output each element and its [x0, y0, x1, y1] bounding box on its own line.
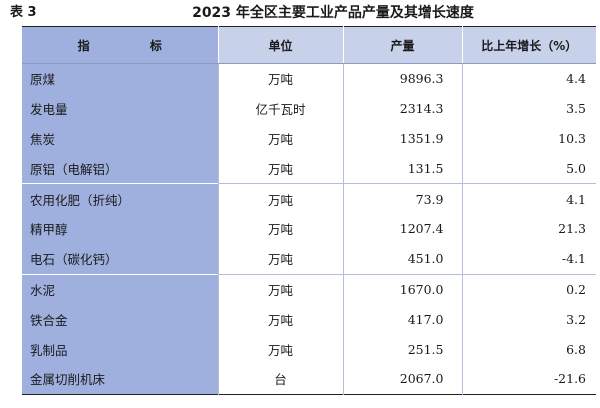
row-name: 焦炭: [22, 123, 218, 154]
row-growth: 4.1: [461, 183, 596, 214]
row-name: 原煤: [22, 63, 218, 94]
table-row: 电石（碳化钙） 万吨 451.0 -4.1: [22, 243, 596, 275]
row-name: 发电量: [22, 93, 218, 124]
industrial-output-table: 指 标 单位 产量 比上年增长（%） 原煤 万吨 9896.3 4.4 发电量 …: [22, 26, 596, 395]
row-unit: 万吨: [217, 334, 343, 364]
row-growth: -4.1: [461, 243, 596, 275]
header-output: 产量: [342, 26, 462, 64]
row-output: 251.5: [342, 334, 462, 364]
table-caption: 表 3 2023 年全区主要工业产品产量及其增长速度: [10, 4, 596, 24]
row-output: 2067.0: [342, 363, 462, 395]
table-row: 原铝（电解铝） 万吨 131.5 5.0: [22, 153, 596, 184]
row-output: 1351.9: [342, 123, 462, 154]
row-growth: 3.5: [461, 93, 596, 124]
table-row: 原煤 万吨 9896.3 4.4: [22, 63, 596, 94]
row-growth: 5.0: [461, 153, 596, 184]
table-row: 农用化肥（折纯） 万吨 73.9 4.1: [22, 183, 596, 214]
row-growth: 10.3: [461, 123, 596, 154]
table-row: 焦炭 万吨 1351.9 10.3: [22, 123, 596, 154]
row-output: 417.0: [342, 304, 462, 335]
header-growth: 比上年增长（%）: [461, 26, 596, 64]
row-unit: 万吨: [217, 273, 343, 305]
row-unit: 万吨: [217, 153, 343, 184]
row-unit: 台: [217, 363, 343, 395]
row-unit: 亿千瓦时: [217, 93, 343, 124]
row-output: 131.5: [342, 153, 462, 184]
row-output: 451.0: [342, 243, 462, 275]
row-growth: -21.6: [461, 363, 596, 395]
row-growth: 0.2: [461, 273, 596, 305]
row-output: 73.9: [342, 183, 462, 214]
row-unit: 万吨: [217, 63, 343, 94]
header-indicator: 指 标: [22, 26, 218, 64]
table-number: 表 3: [10, 5, 37, 20]
row-growth: 21.3: [461, 213, 596, 244]
table-title: 2023 年全区主要工业产品产量及其增长速度: [192, 5, 474, 21]
row-growth: 3.2: [461, 304, 596, 335]
table-row: 乳制品 万吨 251.5 6.8: [22, 334, 596, 364]
row-name: 电石（碳化钙）: [22, 243, 218, 275]
row-name: 乳制品: [22, 334, 218, 364]
row-output: 1670.0: [342, 273, 462, 305]
table-row: 发电量 亿千瓦时 2314.3 3.5: [22, 93, 596, 124]
row-unit: 万吨: [217, 304, 343, 335]
row-name: 金属切削机床: [22, 363, 218, 395]
row-name: 水泥: [22, 273, 218, 305]
row-name: 农用化肥（折纯）: [22, 183, 218, 214]
row-output: 2314.3: [342, 93, 462, 124]
table-row: 铁合金 万吨 417.0 3.2: [22, 304, 596, 335]
row-unit: 万吨: [217, 183, 343, 214]
row-growth: 6.8: [461, 334, 596, 364]
row-output: 1207.4: [342, 213, 462, 244]
row-unit: 万吨: [217, 213, 343, 244]
table-row: 金属切削机床 台 2067.0 -21.6: [22, 363, 596, 395]
row-unit: 万吨: [217, 123, 343, 154]
row-unit: 万吨: [217, 243, 343, 275]
header-unit: 单位: [217, 26, 343, 64]
table-row: 精甲醇 万吨 1207.4 21.3: [22, 213, 596, 244]
row-growth: 4.4: [461, 63, 596, 94]
header-row: 指 标 单位 产量 比上年增长（%）: [22, 26, 596, 64]
row-name: 铁合金: [22, 304, 218, 335]
row-output: 9896.3: [342, 63, 462, 94]
row-name: 精甲醇: [22, 213, 218, 244]
table-row: 水泥 万吨 1670.0 0.2: [22, 273, 596, 305]
row-name: 原铝（电解铝）: [22, 153, 218, 184]
